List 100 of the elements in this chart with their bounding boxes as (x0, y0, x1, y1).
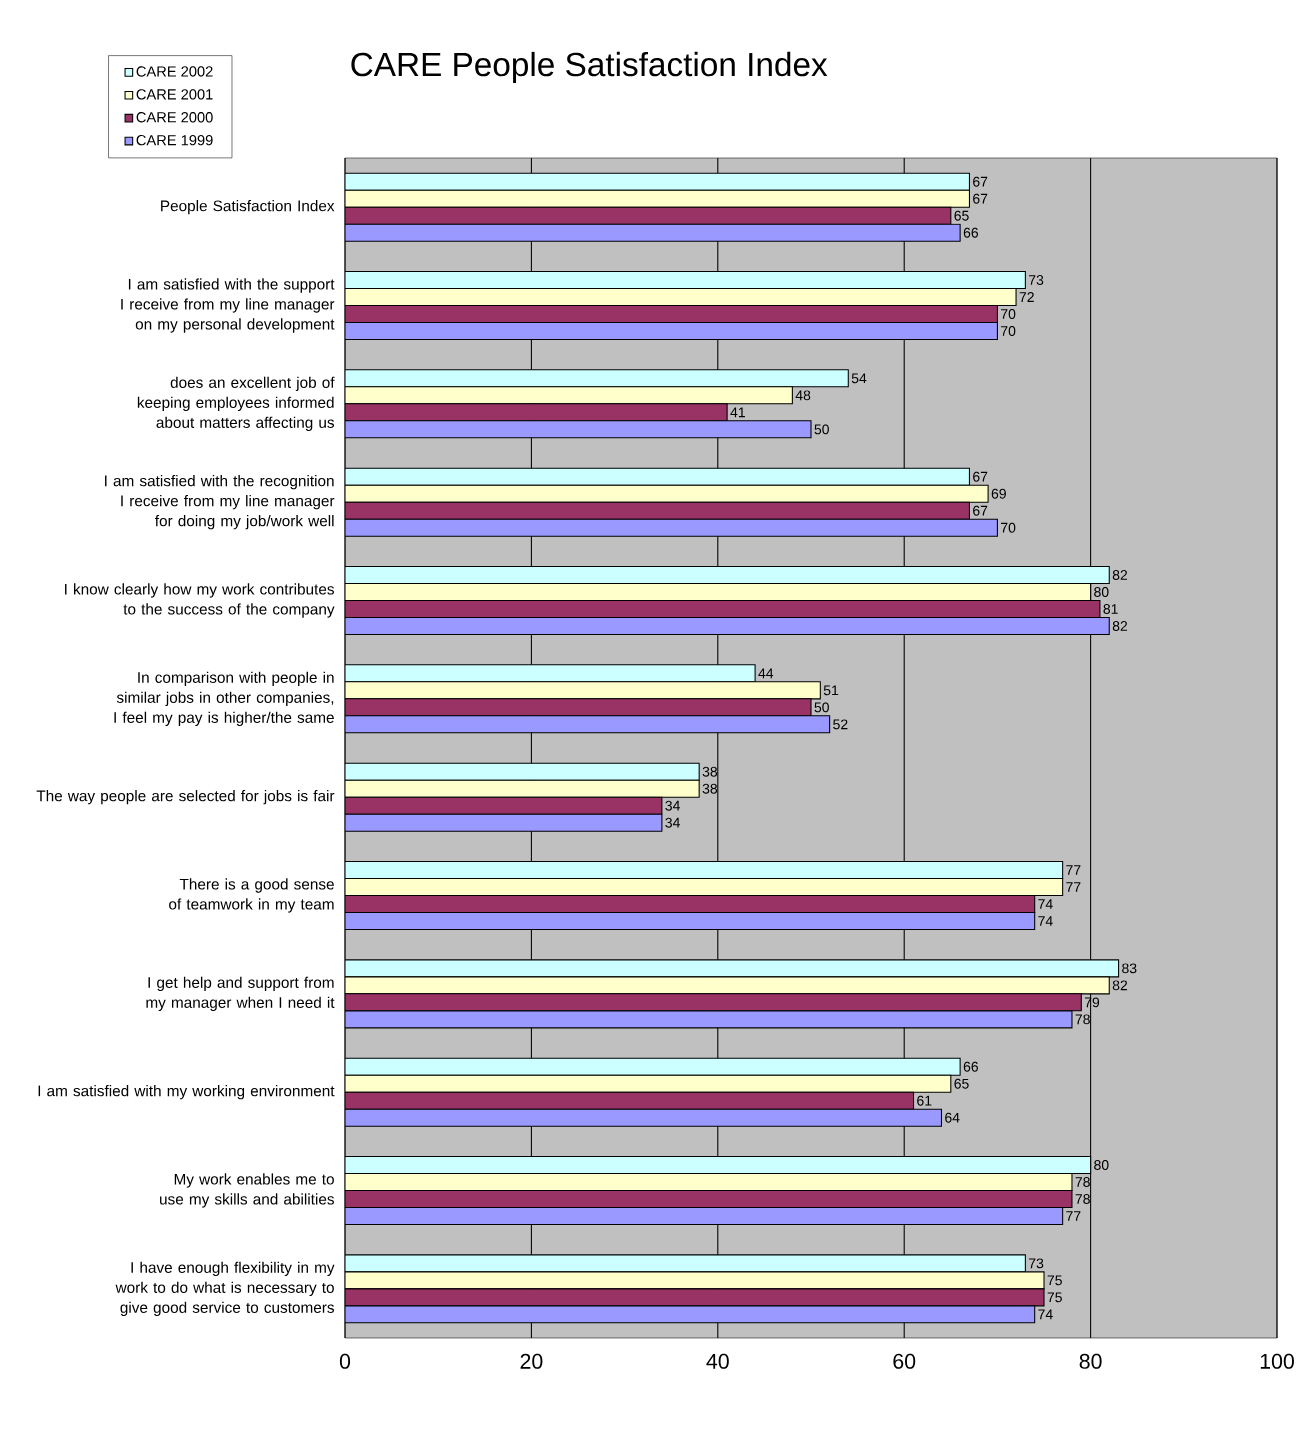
bar (345, 911, 1036, 931)
bar (345, 1172, 1073, 1192)
bar (345, 287, 1017, 307)
legend-label: CARE 1999 (136, 135, 213, 146)
bar (345, 664, 756, 683)
data-label: 44 (758, 668, 774, 679)
data-label: 38 (702, 766, 718, 777)
bar (345, 582, 1092, 602)
bar (345, 386, 793, 405)
bar (345, 189, 970, 208)
bar (345, 599, 1101, 619)
data-label: 74 (1038, 899, 1053, 909)
data-label: 67 (973, 505, 988, 516)
data-label: 34 (665, 817, 680, 828)
bar (345, 403, 728, 422)
data-label: 78 (1075, 1014, 1090, 1025)
y-tick-label: In comparison with people in similar jobs in other companies, I feel my pay is higher/the same (114, 671, 334, 726)
bar (345, 420, 812, 439)
bar (345, 1288, 1045, 1307)
bar (345, 1206, 1064, 1226)
y-tick-label: I am satisfied with the recognition I receive from my line manager for doing my job/work well (105, 475, 335, 530)
bar (345, 1271, 1045, 1290)
bar (345, 959, 1120, 978)
data-label: 54 (851, 373, 867, 384)
bar (345, 206, 952, 225)
bar (345, 270, 1026, 290)
x-tick-label: 40 (706, 1353, 729, 1369)
bar (345, 223, 961, 242)
y-tick-label: I am satisfied with the support I receive from my line manager on my personal development (121, 278, 335, 333)
data-label: 83 (1122, 963, 1137, 974)
data-label: 50 (814, 702, 829, 713)
data-label: 82 (1112, 621, 1128, 631)
data-label: 51 (823, 685, 839, 696)
data-label: 70 (1001, 326, 1016, 336)
data-label: 64 (945, 1112, 960, 1123)
bar (345, 1010, 1073, 1029)
bar (345, 565, 1110, 585)
legend-label: CARE 2000 (136, 112, 213, 123)
data-label: 73 (1029, 275, 1044, 285)
y-tick-label: There is a good sense of teamwork in my team (169, 878, 334, 913)
y-tick-label: I have enough flexibility in my work to do what is necessary to give good service to customers (115, 1261, 335, 1316)
data-label: 65 (954, 1078, 969, 1089)
data-label: 67 (973, 176, 988, 187)
legend-label: CARE 2001 (136, 89, 213, 100)
data-label: 82 (1112, 570, 1128, 580)
y-tick-label: I get help and support from my manager when I need it (146, 976, 335, 1011)
data-label: 74 (1038, 916, 1053, 926)
data-label: 41 (730, 407, 745, 418)
bar (345, 467, 970, 486)
bar (345, 813, 663, 832)
data-label: 38 (702, 783, 718, 794)
data-label: 75 (1047, 1292, 1062, 1303)
y-tick-label: My work enables me to use my skills and abilities (160, 1173, 334, 1208)
bar (345, 1074, 952, 1093)
bar (345, 698, 812, 717)
data-label: 50 (814, 424, 829, 435)
data-label: 67 (973, 193, 988, 204)
x-tick-label: 80 (1079, 1353, 1102, 1369)
bar (345, 484, 989, 503)
data-label: 34 (665, 800, 680, 811)
data-label: 80 (1094, 587, 1109, 597)
bar (345, 976, 1110, 995)
data-label: 70 (1001, 522, 1016, 533)
data-label: 74 (1038, 1309, 1053, 1320)
bar (345, 681, 821, 700)
data-label: 77 (1066, 882, 1081, 892)
bar (345, 172, 970, 191)
bar (345, 762, 700, 781)
bar (345, 877, 1064, 897)
bar (345, 518, 998, 537)
data-label: 48 (795, 390, 811, 401)
bar (345, 860, 1064, 880)
bar (345, 1091, 915, 1110)
data-label: 52 (833, 719, 848, 730)
bar (345, 501, 970, 520)
data-label: 66 (963, 227, 979, 238)
data-label: 73 (1029, 1258, 1044, 1269)
y-tick-label: I know clearly how my work contributes to the success of the company (65, 583, 335, 618)
bar (345, 993, 1082, 1012)
x-tick-label: 60 (893, 1353, 916, 1369)
bar (345, 321, 998, 341)
bar (345, 894, 1036, 914)
bar (345, 304, 998, 324)
x-tick-label: 20 (520, 1353, 543, 1369)
bar (345, 369, 849, 388)
x-tick-label: 0 (339, 1353, 351, 1369)
bar (345, 779, 700, 798)
data-label: 70 (1001, 309, 1016, 319)
bar (345, 1189, 1073, 1209)
data-label: 81 (1103, 604, 1118, 614)
data-label: 77 (1066, 865, 1081, 875)
bar (345, 1305, 1036, 1324)
data-label: 80 (1094, 1160, 1109, 1170)
bar (345, 1108, 943, 1127)
legend-label: CARE 2002 (136, 66, 213, 77)
data-label: 77 (1066, 1211, 1081, 1221)
data-label: 67 (973, 471, 988, 482)
y-tick-label: does an excellent job of keeping employees informed about matters affecting us (137, 376, 335, 431)
y-tick-label: I am satisfied with my working environment (38, 1085, 335, 1100)
chart-title: CARE People Satisfaction Index (351, 51, 828, 83)
